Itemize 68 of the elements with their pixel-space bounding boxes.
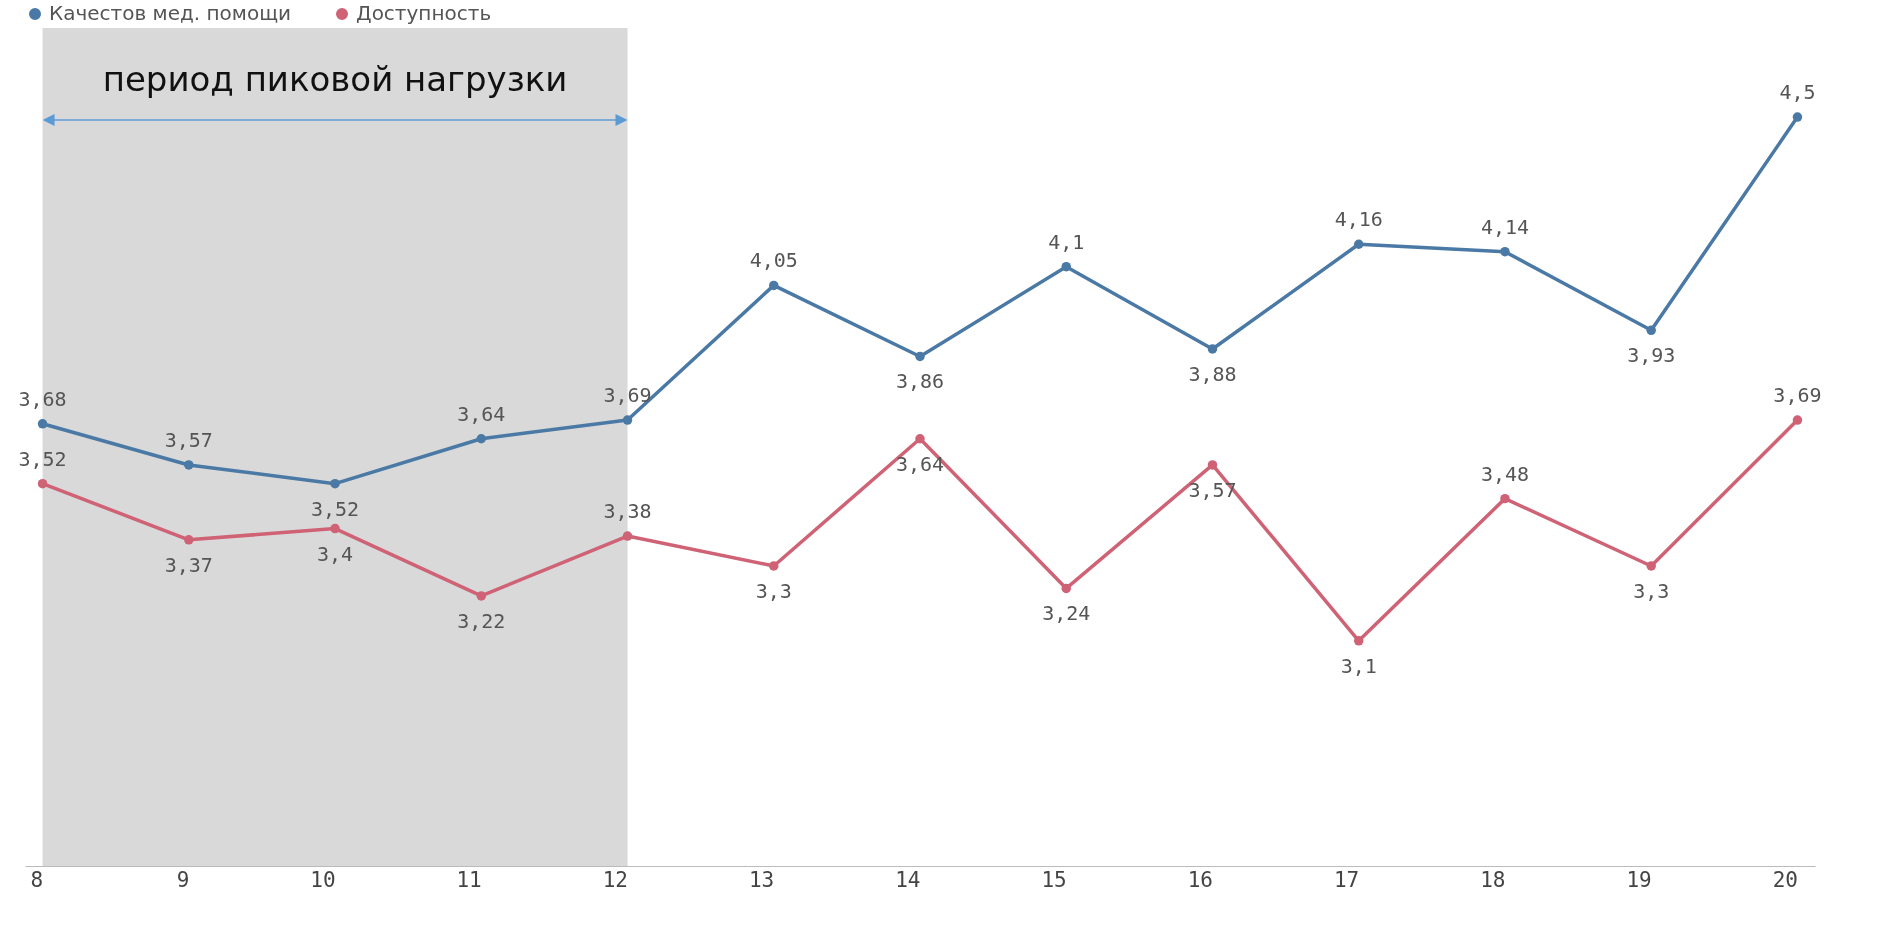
- data-label: 4,5: [1779, 80, 1816, 105]
- data-label: 3,57: [1188, 477, 1237, 502]
- data-label: 3,86: [895, 369, 945, 394]
- data-label: 3,52: [18, 446, 67, 471]
- data-label: 3,68: [18, 386, 67, 411]
- x-tick-label: 14: [895, 867, 921, 892]
- x-tick-label: 10: [310, 867, 336, 892]
- data-label: 3,57: [164, 427, 213, 452]
- point: [622, 531, 633, 541]
- data-label: 3,93: [1627, 343, 1676, 368]
- data-label: 3,38: [603, 499, 652, 524]
- x-tick-label: 18: [1480, 867, 1506, 892]
- point: [1207, 344, 1218, 354]
- data-label: 3,4: [316, 541, 354, 566]
- legend-label: Качестов мед. помощи: [49, 1, 292, 25]
- data-label: 4,16: [1334, 207, 1383, 232]
- point: [1792, 112, 1803, 122]
- point: [1792, 415, 1803, 425]
- point: [1500, 246, 1510, 257]
- point: [37, 419, 48, 429]
- x-tick-label: 20: [1772, 867, 1798, 892]
- data-label: 3,24: [1042, 601, 1091, 626]
- data-label: 3,3: [1633, 578, 1670, 603]
- data-label: 3,48: [1480, 461, 1530, 486]
- point: [915, 434, 925, 444]
- x-tick-label: 19: [1626, 867, 1652, 892]
- x-tick-label: 13: [748, 867, 775, 892]
- point: [1061, 261, 1071, 272]
- data-label: 3,69: [1773, 383, 1822, 408]
- point: [622, 415, 633, 425]
- x-tick-label: 17: [1333, 867, 1360, 892]
- x-tick-label: 16: [1187, 867, 1213, 892]
- point: [330, 478, 340, 489]
- point: [184, 535, 194, 545]
- point: [915, 351, 925, 362]
- data-label: 3,64: [895, 451, 945, 476]
- data-label: 3,88: [1188, 361, 1237, 386]
- data-label: 4,05: [749, 248, 798, 273]
- data-label: 3,52: [310, 496, 360, 521]
- x-tick-label: 15: [1041, 867, 1067, 892]
- point: [184, 460, 194, 470]
- data-label: 4,14: [1480, 214, 1530, 239]
- data-label: 3,3: [755, 578, 792, 603]
- point: [769, 280, 779, 291]
- x-tick-label: 9: [176, 867, 190, 892]
- point: [476, 434, 487, 444]
- point: [1353, 636, 1364, 646]
- data-label: 3,22: [457, 608, 506, 633]
- band-label: период пиковой нагрузки: [102, 59, 568, 99]
- point: [1646, 561, 1656, 571]
- data-label: 3,69: [603, 383, 652, 408]
- data-label: 3,1: [1340, 653, 1377, 678]
- point: [1061, 583, 1071, 594]
- point: [1353, 239, 1364, 249]
- point: [1646, 325, 1656, 336]
- x-tick-label: 12: [602, 867, 629, 892]
- point: [476, 591, 487, 601]
- point: [1500, 493, 1510, 504]
- data-label: 4,1: [1048, 229, 1085, 254]
- legend-label: Доступность: [356, 1, 492, 25]
- data-label: 3,64: [457, 401, 506, 426]
- point: [37, 478, 48, 489]
- data-label: 3,37: [164, 552, 213, 577]
- point: [330, 523, 340, 534]
- point: [769, 561, 779, 571]
- x-tick-label: 11: [456, 867, 482, 892]
- x-tick-label: 8: [30, 867, 44, 892]
- point: [1207, 460, 1218, 470]
